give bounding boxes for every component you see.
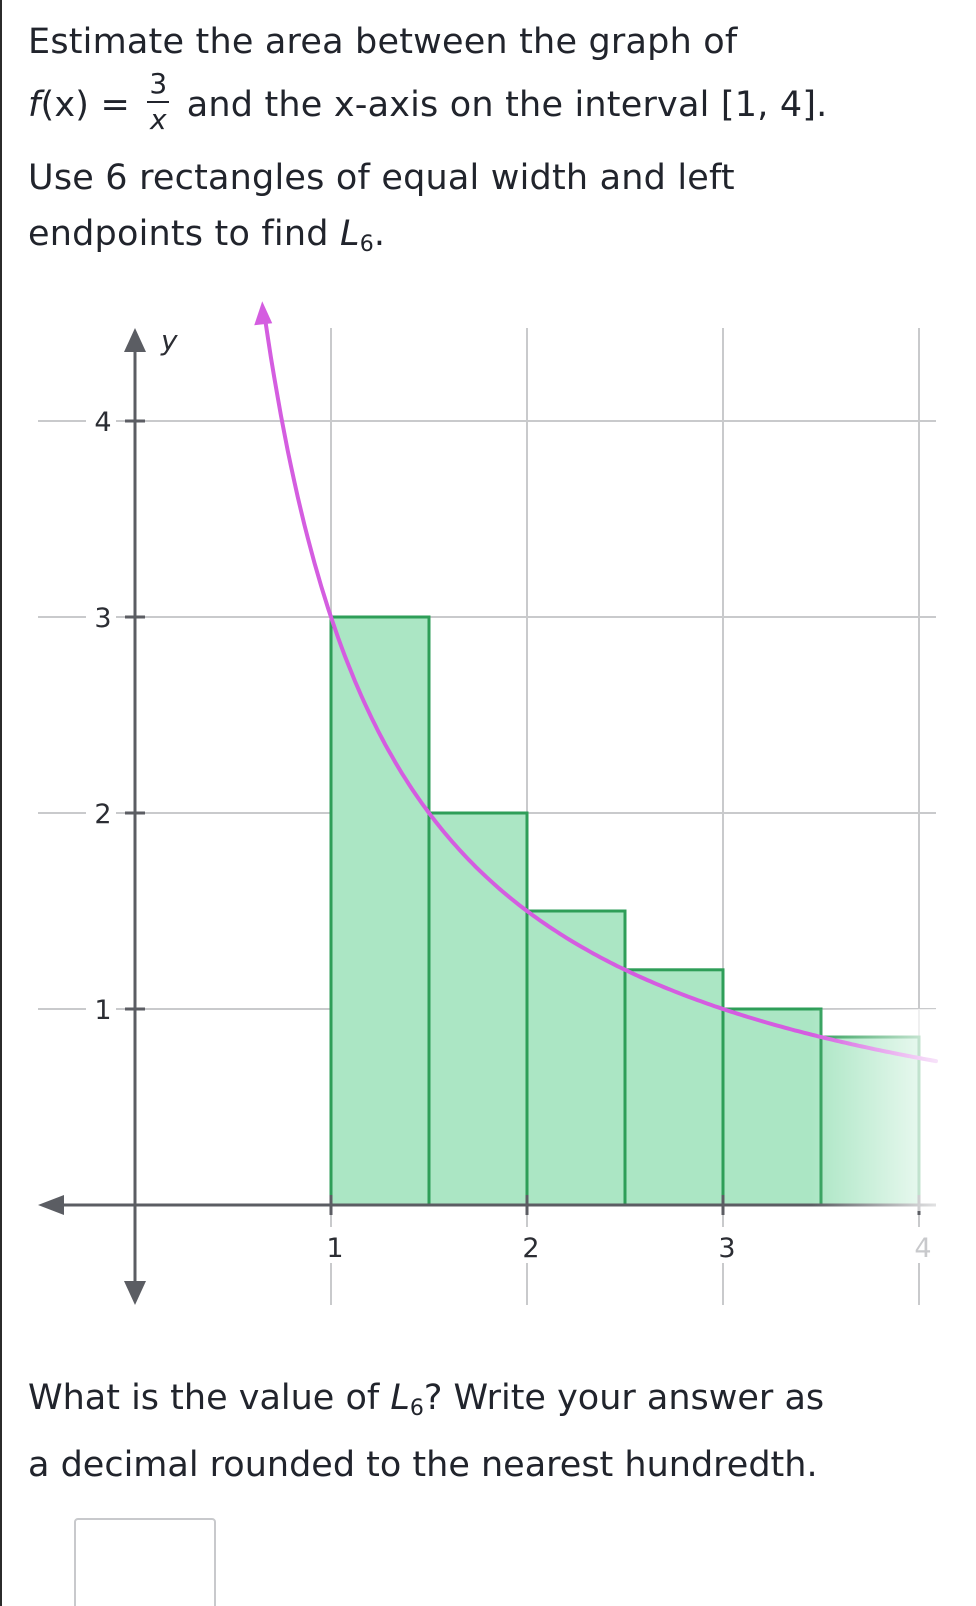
axes: [38, 328, 936, 1305]
rectangles: [329, 615, 921, 1207]
curve-arrow-icon: [254, 301, 273, 326]
rectangle-4: [623, 968, 725, 1207]
y-axis-label: y: [160, 324, 178, 357]
question-line-1: What is the value of L6? Write your answ…: [28, 1370, 958, 1437]
prompt-line-4: endpoints to find L6.: [28, 206, 958, 273]
rectangle-2: [427, 811, 529, 1207]
question-sum-symbol: L: [390, 1378, 410, 1418]
function-fraction: 3 x: [147, 67, 170, 137]
x-tick-label-bg-4: [905, 1227, 933, 1263]
y-tick-label-2: 2: [94, 799, 111, 830]
x-tick-label-3: 3: [718, 1233, 735, 1264]
question-line-1-text: What is the value of: [28, 1378, 380, 1418]
sum-subscript: 6: [359, 232, 374, 257]
problem-prompt: Estimate the area between the graph of f…: [28, 14, 958, 273]
sum-symbol: L: [340, 214, 360, 254]
graph-fade-overlay: [811, 1009, 956, 1211]
rectangle-1: [329, 615, 431, 1207]
fraction-numerator: 3: [147, 67, 170, 103]
y-tick-label-1: 1: [94, 995, 111, 1026]
y-tick-label-bg-2: [86, 797, 116, 829]
y-tick-label-bg-3: [86, 601, 116, 633]
prompt-period: .: [373, 214, 386, 254]
x-tick-label-bg-2: [513, 1227, 541, 1263]
x-tick-label-bg-3: [709, 1227, 737, 1263]
x-tick-label-1: 1: [326, 1233, 343, 1264]
y-tick-label-4: 4: [94, 407, 111, 438]
left-border: [0, 0, 2, 1606]
y-tick-label-bg-4: [86, 405, 116, 437]
y-tick-label-3: 3: [94, 603, 111, 634]
x-tick-label-2: 2: [522, 1233, 539, 1264]
y-tick-label-bg-1: [86, 993, 116, 1025]
prompt-line-4-text: endpoints to find: [28, 214, 329, 254]
question-sum-subscript: 6: [409, 1396, 424, 1421]
question-text: What is the value of L6? Write your answ…: [28, 1370, 958, 1493]
prompt-line-2: f(x) = 3 x and the x-axis on the interva…: [28, 60, 958, 150]
rectangle-5: [721, 1007, 823, 1207]
x-tick-label-bg-1: [317, 1227, 345, 1263]
function-name: f: [28, 85, 41, 125]
y-axis-up-arrow-icon: [124, 328, 146, 352]
tick-labels: 4 3 2 1 1 2 3 4 y: [86, 324, 933, 1264]
prompt-line-2-text: and the x-axis on the interval: [186, 85, 710, 125]
question-line-2: a decimal rounded to the nearest hundred…: [28, 1445, 818, 1485]
fraction-denominator: x: [149, 103, 167, 136]
x-axis-left-arrow-icon: [38, 1195, 64, 1215]
prompt-line-1: Estimate the area between the graph of: [28, 22, 738, 62]
prompt-line-3: Use 6 rectangles of equal width and left: [28, 158, 735, 198]
question-line-1-rest: ? Write your answer as: [423, 1378, 825, 1418]
function-argument: (x) =: [40, 85, 131, 125]
interval: [1, 4].: [720, 85, 828, 125]
x-tick-label-4: 4: [914, 1233, 931, 1264]
y-axis-down-arrow-icon: [124, 1281, 146, 1305]
riemann-sum-graph: 4 3 2 1 1 2 3 4 y: [38, 301, 956, 1305]
answer-input[interactable]: [74, 1518, 216, 1606]
rectangle-3: [525, 909, 627, 1207]
